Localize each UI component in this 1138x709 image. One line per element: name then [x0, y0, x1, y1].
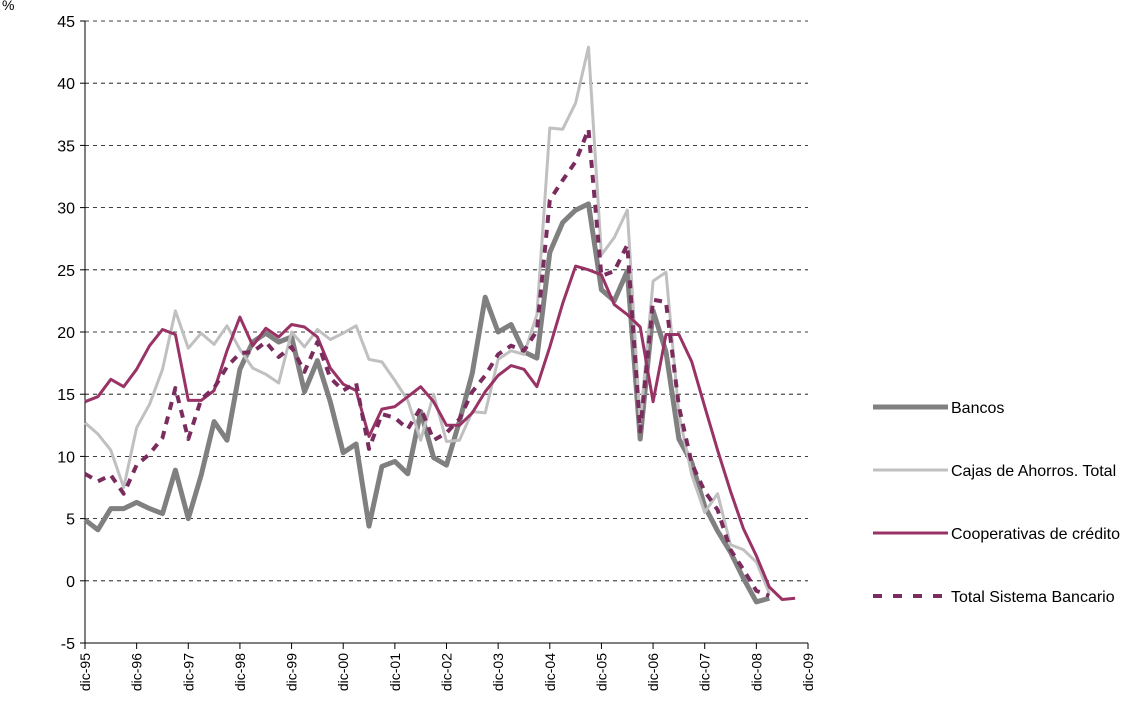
- legend-label: Bancos: [951, 400, 1004, 417]
- x-tick-label: dic-95: [77, 653, 93, 691]
- x-tick-label: dic-01: [387, 653, 403, 691]
- x-tick-label: dic-05: [593, 653, 609, 691]
- x-tick-label: dic-97: [180, 653, 196, 691]
- x-tick-label: dic-04: [542, 653, 558, 691]
- y-tick-label: 0: [66, 574, 75, 591]
- y-tick-label: 40: [57, 76, 75, 93]
- series-line-0: [83, 201, 770, 605]
- series-line-2: [84, 264, 796, 601]
- y-tick-label: 5: [66, 512, 75, 529]
- series-lines: [83, 45, 796, 605]
- series-line-1: [84, 45, 771, 594]
- axes: -5 0 5 10 15 20 25 30 35 40 45% dic-95 dic-96 dic-97 d…: [2, 0, 816, 691]
- y-unit-label: %: [2, 0, 14, 13]
- x-tick-label: dic-03: [490, 653, 506, 691]
- x-tick-label: dic-07: [697, 653, 713, 691]
- x-tick-label: dic-00: [335, 653, 351, 691]
- x-tick-label: dic-02: [439, 653, 455, 691]
- y-tick-label: 30: [57, 201, 75, 218]
- x-tick-label: dic-08: [748, 653, 764, 691]
- x-tick-label: dic-09: [800, 653, 816, 691]
- legend: Bancos Cajas de Ahorros. Total Cooperativa…: [873, 400, 1120, 606]
- y-tick-label: 25: [57, 263, 75, 280]
- legend-label: Cooperativas de crédito: [951, 526, 1120, 543]
- y-tick-label: 45: [57, 14, 75, 31]
- y-tick-label: 35: [57, 138, 75, 155]
- y-tick-label: 20: [57, 325, 75, 342]
- series-line-3: [83, 127, 771, 598]
- y-tick-label: 10: [57, 449, 75, 466]
- x-tick-label: dic-06: [645, 653, 661, 691]
- x-tick-label: dic-99: [284, 653, 300, 691]
- legend-label: Cajas de Ahorros. Total: [951, 463, 1116, 480]
- y-tick-label: -5: [61, 636, 75, 653]
- legend-label: Total Sistema Bancario: [951, 589, 1115, 606]
- y-tick-label: 15: [57, 387, 75, 404]
- x-tick-label: dic-96: [129, 653, 145, 691]
- x-tick-label: dic-98: [232, 653, 248, 691]
